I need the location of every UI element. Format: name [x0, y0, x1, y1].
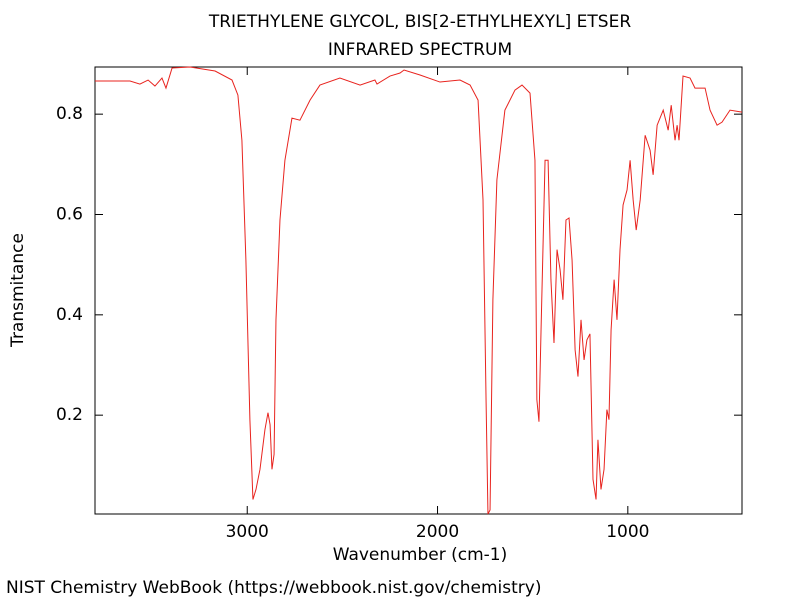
- chart-subtitle: INFRARED SPECTRUM: [328, 40, 512, 60]
- y-tick-label: 0.2: [56, 405, 83, 425]
- footer: NIST Chemistry WebBook (https://webbook.…: [6, 578, 541, 598]
- plot-frame: [94, 66, 743, 515]
- x-tick-label: 3000: [226, 522, 269, 542]
- x-tick-label: 2000: [416, 522, 459, 542]
- y-tick-label: 0.6: [56, 204, 83, 224]
- chart-title: TRIETHYLENE GLYCOL, BIS[2-ETHYLHEXYL] ET…: [208, 12, 631, 32]
- y-axis-label: Transmitance: [8, 233, 28, 348]
- x-axis-label: Wavenumber (cm-1): [333, 545, 508, 565]
- spectrum-line: [95, 66, 743, 515]
- y-tick-label: 0.8: [56, 104, 83, 124]
- y-tick-label: 0.4: [56, 305, 83, 325]
- x-tick-label: 1000: [606, 522, 649, 542]
